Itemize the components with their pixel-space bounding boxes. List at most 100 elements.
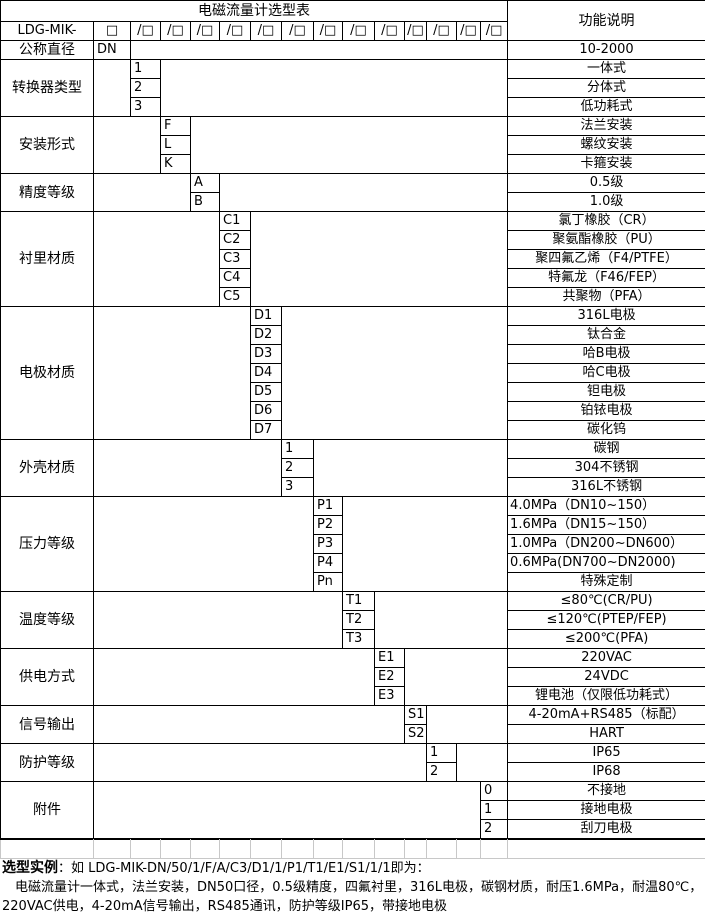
option-code: 0 xyxy=(479,781,509,801)
option-description: 一体式 xyxy=(507,59,705,79)
blank-cell xyxy=(190,839,220,859)
title-row: 电磁流量计选型表 功能说明 xyxy=(0,0,705,41)
blank-cell xyxy=(374,839,405,859)
model-slot: /□ xyxy=(404,21,427,41)
selection-table: 电磁流量计选型表 功能说明 LDG-MIK- □ /□/□/□/□/□/□/□ /… xyxy=(0,0,705,839)
option-description: 316L不锈钢 xyxy=(507,477,705,497)
option-description: 共聚物（PFA） xyxy=(507,287,705,307)
option-description: 220VAC xyxy=(507,648,705,668)
blank-cell xyxy=(130,839,161,859)
option-description: 0.6MPa(DN700~DN2000) xyxy=(507,553,705,573)
option-description: HART xyxy=(507,724,705,744)
blank-cell xyxy=(93,116,161,174)
model-slot: /□ xyxy=(426,21,457,41)
blank-cell xyxy=(93,705,405,744)
option-code: 2 xyxy=(426,762,457,782)
option-code: E3 xyxy=(374,686,405,706)
option-row: L 螺纹安装 xyxy=(1,135,705,155)
option-row: Pn 特殊定制 xyxy=(1,572,705,592)
model-slot: /□ xyxy=(313,21,343,41)
option-description: 304不锈钢 xyxy=(507,458,705,478)
blank-cell xyxy=(250,839,282,859)
blank-cell xyxy=(0,839,94,859)
model-slot: /□ xyxy=(219,21,251,41)
model-slot: □ xyxy=(93,21,131,41)
option-code: C4 xyxy=(219,268,251,288)
blank-cell xyxy=(280,306,509,440)
option-row: C2 聚氨酯橡胶（PU） xyxy=(1,230,705,250)
diameter-row: 公称直径 DN 10-2000 xyxy=(0,40,705,60)
option-code: 1 xyxy=(130,59,161,79)
option-description: IP68 xyxy=(507,762,705,782)
blank-cell xyxy=(93,839,131,859)
option-code: A xyxy=(190,173,220,193)
option-row: 供电方式 E1 220VAC xyxy=(0,648,705,706)
blank-cell xyxy=(129,40,509,60)
option-row: 电极材质 D1 316L电极 xyxy=(0,306,705,440)
option-row: T2 ≤120℃(PTEP/FEP) xyxy=(1,610,705,630)
option-row: D4 哈C电极 xyxy=(1,363,705,383)
option-code: T1 xyxy=(342,591,375,611)
blank-cell xyxy=(93,648,375,706)
option-description: 聚氨酯橡胶（PU） xyxy=(507,230,705,250)
blank-cell xyxy=(189,116,509,174)
table-title: 电磁流量计选型表 xyxy=(0,0,509,22)
option-code: Pn xyxy=(313,572,343,592)
diameter-label: 公称直径 xyxy=(0,40,94,60)
option-code: S2 xyxy=(404,724,427,744)
option-description: 0.5级 xyxy=(507,173,705,193)
option-description: 锂电池（仅限低功耗式） xyxy=(507,686,705,706)
option-row: 压力等级 P1 4.0MPa（DN10~150） xyxy=(0,496,705,592)
option-description: 低功耗式 xyxy=(507,97,705,117)
option-code: C3 xyxy=(219,249,251,269)
blank-cell xyxy=(403,648,509,706)
group-label: 外壳材质 xyxy=(0,439,94,497)
model-slot: /□ xyxy=(456,21,481,41)
group-label: 压力等级 xyxy=(0,496,94,592)
option-code: E2 xyxy=(374,667,405,687)
diameter-description: 10-2000 xyxy=(507,40,705,60)
option-row: 衬里材质 C1 氯丁橡胶（CR） xyxy=(0,211,705,307)
blank-cell xyxy=(93,743,427,782)
group-label: 安装形式 xyxy=(0,116,94,174)
model-row: LDG-MIK- □ /□/□/□/□/□/□/□/□/□/□/□/□/□ xyxy=(0,21,705,41)
option-code: C5 xyxy=(219,287,251,307)
group-label: 衬里材质 xyxy=(0,211,94,307)
option-description: 特殊定制 xyxy=(507,572,705,592)
option-code: D1 xyxy=(250,306,282,326)
option-code: 1 xyxy=(479,800,509,820)
blank-cell xyxy=(160,839,191,859)
blank-cell xyxy=(93,211,220,307)
option-code: K xyxy=(160,154,191,174)
option-code: D3 xyxy=(250,344,282,364)
model-slot: /□ xyxy=(281,21,314,41)
option-description: 1.6MPa（DN15~150） xyxy=(507,515,705,535)
option-description: 不接地 xyxy=(507,781,705,801)
blank-cell xyxy=(426,839,457,859)
example-intro: ：如 LDG-MIK-DN/50/1/F/A/C3/D1/1/P1/T1/E1/… xyxy=(58,861,430,876)
option-code: T2 xyxy=(342,610,375,630)
option-code: 2 xyxy=(130,78,161,98)
model-slot: /□ xyxy=(250,21,282,41)
blank-cell xyxy=(342,839,375,859)
option-row: 附件 0 不接地 xyxy=(0,781,705,839)
option-code: 1 xyxy=(426,743,457,763)
group-label: 防护等级 xyxy=(0,743,94,782)
option-code: 2 xyxy=(479,819,509,839)
option-code: 3 xyxy=(281,477,314,497)
option-row: 安装形式 F 法兰安装 xyxy=(0,116,705,174)
blank-cell xyxy=(313,839,343,859)
option-description: 法兰安装 xyxy=(507,116,705,136)
option-row: E3 锂电池（仅限低功耗式） xyxy=(1,686,705,706)
blank-cell xyxy=(218,173,509,212)
blank-cell xyxy=(249,211,509,307)
group-label: 精度等级 xyxy=(0,173,94,212)
option-code: D4 xyxy=(250,363,282,383)
option-description: 聚四氟乙烯（F4/PTFE） xyxy=(507,249,705,269)
option-code: E1 xyxy=(374,648,405,668)
option-description: 氯丁橡胶（CR） xyxy=(507,211,705,231)
option-code: C2 xyxy=(219,230,251,250)
model-slot: /□ xyxy=(374,21,405,41)
option-description: IP65 xyxy=(507,743,705,763)
option-description: 刮刀电极 xyxy=(507,819,705,839)
